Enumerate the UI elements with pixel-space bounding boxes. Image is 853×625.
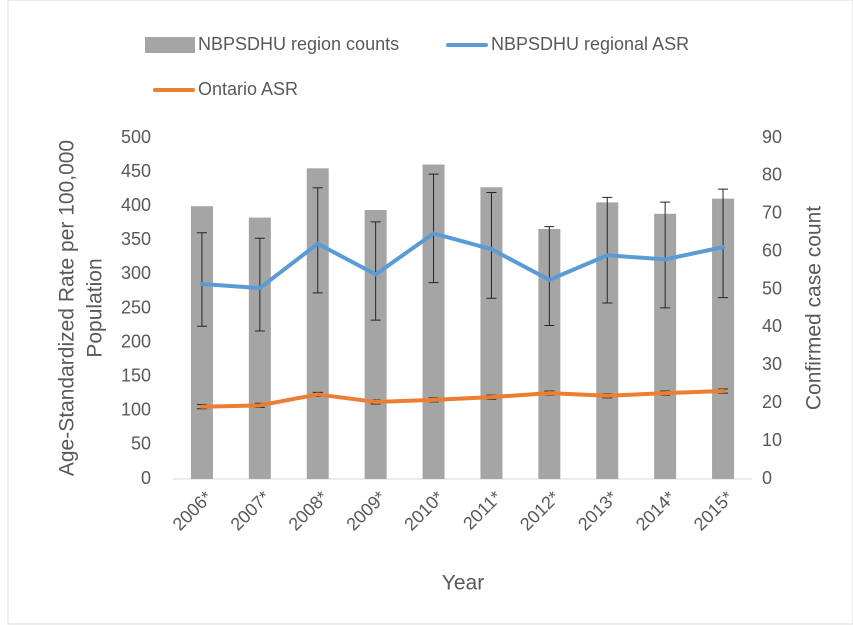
- y2-tick-label: 70: [762, 203, 782, 223]
- y-tick-label: 300: [121, 263, 151, 283]
- error-bar: [544, 226, 555, 327]
- y2-tick-label: 10: [762, 430, 782, 450]
- y-tick-label: 400: [121, 195, 151, 215]
- y2-tick-label: 90: [762, 127, 782, 147]
- error-bar: [428, 173, 439, 284]
- bar: [712, 198, 735, 479]
- bar: [190, 206, 213, 479]
- y-tick-label: 0: [141, 468, 151, 488]
- error-bar: [486, 192, 497, 299]
- bar: [538, 228, 561, 479]
- x-axis-title: Year: [442, 572, 484, 595]
- bar: [654, 213, 677, 479]
- line: [199, 231, 726, 291]
- error-bar: [718, 188, 729, 299]
- bar: [596, 202, 619, 479]
- y2-tick-label: 30: [762, 354, 782, 374]
- bar: [364, 209, 387, 479]
- y-tick-label: 200: [121, 331, 151, 351]
- y2-axis-title: Confirmed case count: [803, 206, 826, 410]
- error-bar: [196, 232, 207, 327]
- legend-label: NBPSDHU region counts: [198, 34, 399, 54]
- y2-tick-label: 40: [762, 316, 782, 336]
- y-tick-label: 250: [121, 297, 151, 317]
- legend-label: NBPSDHU regional ASR: [491, 34, 689, 54]
- error-bar: [660, 201, 671, 309]
- y2-tick-label: 80: [762, 165, 782, 185]
- y-tick-label: 100: [121, 400, 151, 420]
- y-tick-label: 350: [121, 229, 151, 249]
- error-bar: [370, 221, 381, 321]
- error-bar: [312, 187, 323, 294]
- bar: [480, 187, 503, 479]
- y-tick-label: 500: [121, 127, 151, 147]
- error-bar: [254, 237, 265, 332]
- error-bar: [602, 196, 613, 304]
- y-axis-title: Population: [84, 258, 107, 357]
- y2-tick-label: 20: [762, 392, 782, 412]
- line: [199, 389, 726, 409]
- y-tick-label: 50: [131, 434, 151, 454]
- y2-tick-label: 60: [762, 240, 782, 260]
- legend-label: Ontario ASR: [198, 79, 298, 99]
- y-axis-title: Age-Standardized Rate per 100,000: [56, 140, 79, 476]
- y2-tick-label: 50: [762, 278, 782, 298]
- legend-swatch: [145, 37, 195, 53]
- y-tick-label: 450: [121, 161, 151, 181]
- y2-tick-label: 0: [762, 468, 772, 488]
- y-tick-label: 150: [121, 365, 151, 385]
